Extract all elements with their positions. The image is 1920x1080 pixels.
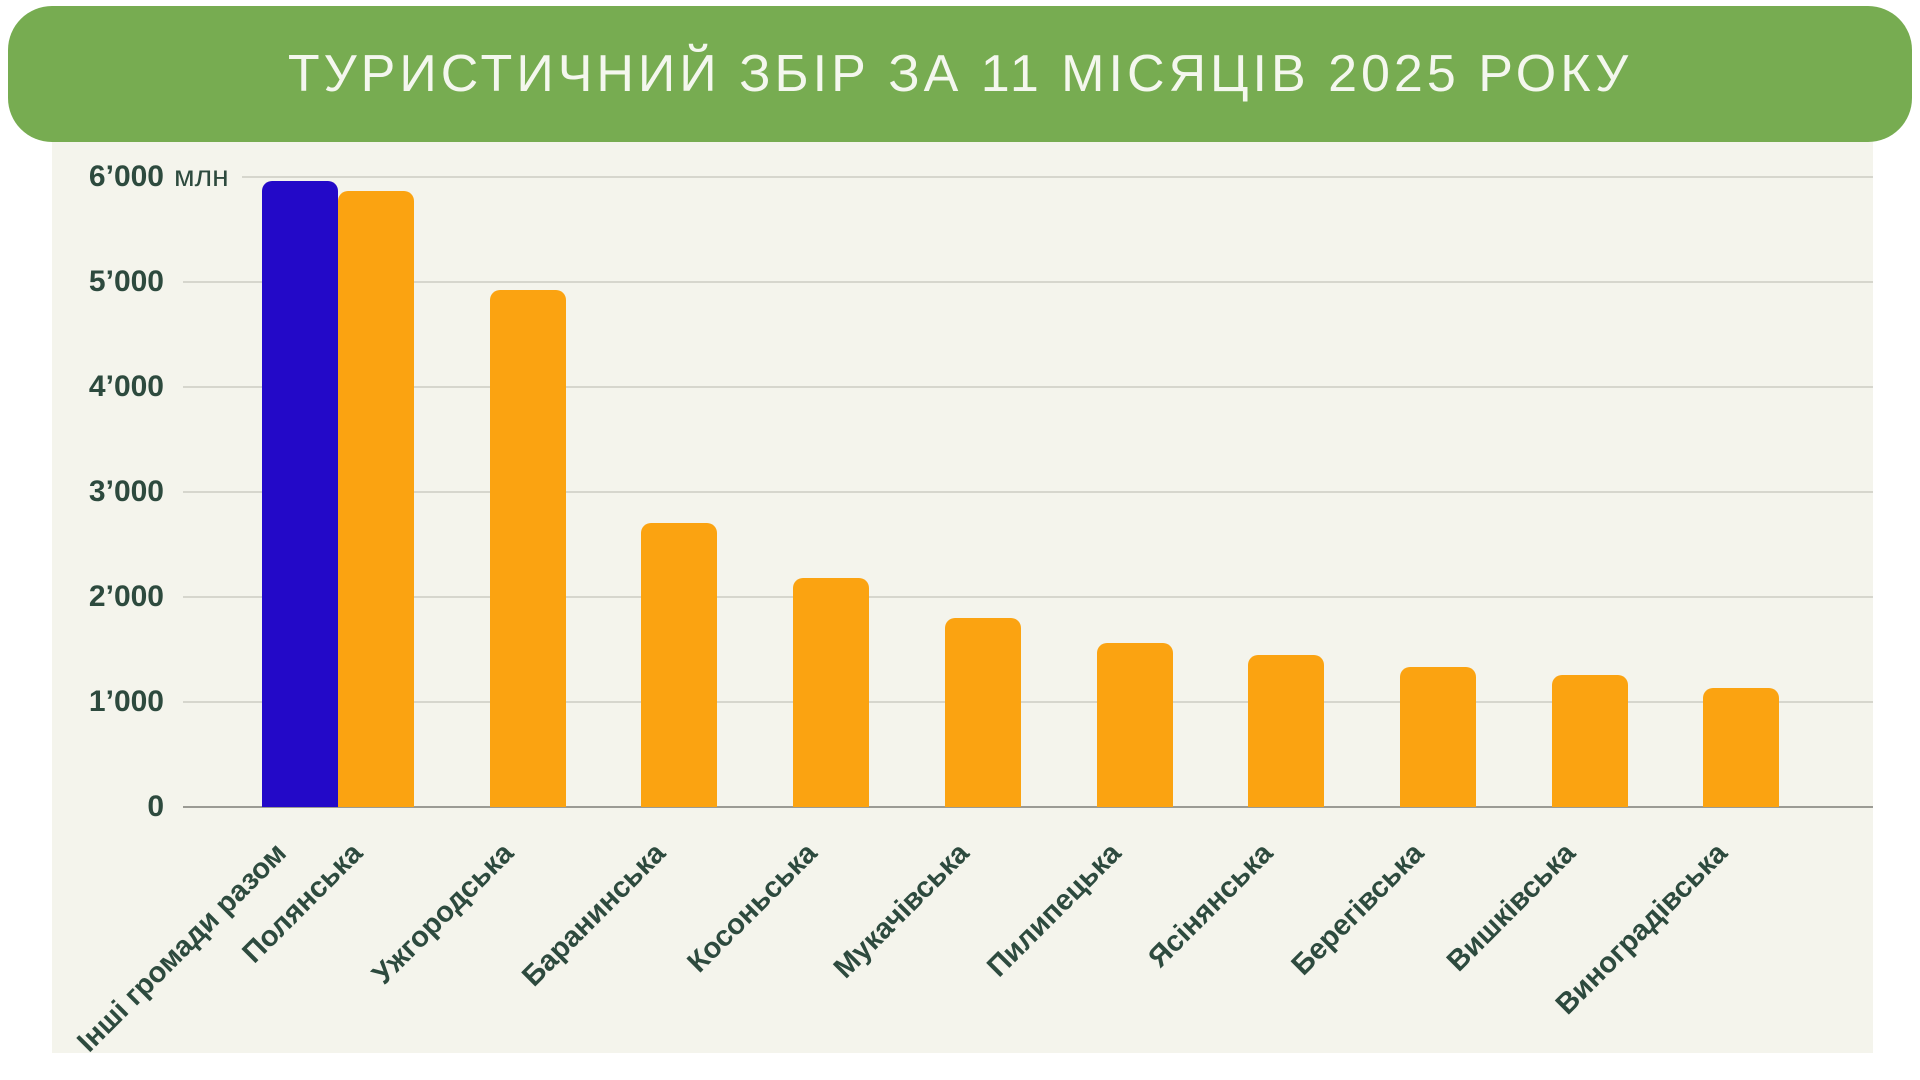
gridline-5000 (183, 281, 1873, 283)
x-tick-label-Вишківська: Вишківська (1441, 837, 1583, 978)
y-tick-label-2000: 2’000 (88, 580, 164, 613)
x-tick-label-Ясінянська: Ясінянська (1141, 837, 1279, 974)
bar-Інші громади разом (262, 181, 338, 807)
bar-Виноградівська (1703, 688, 1780, 807)
title-banner: ТУРИСТИЧНИЙ ЗБІР ЗА 11 МІСЯЦІВ 2025 РОКУ (8, 6, 1912, 142)
x-tick-label-Мукачівська: Мукачівська (827, 837, 976, 985)
x-tick-label-Ужгородська: Ужгородська (366, 837, 521, 991)
y-tick-label-3000: 3’000 (88, 475, 164, 508)
bar-Мукачівська (944, 618, 1021, 807)
bar-chart: 0 1’000 2’000 3’000 4’000 5’000 6’000 млн Інші … (52, 142, 1873, 1058)
y-tick-label-1000: 1’000 (88, 685, 164, 718)
y-tick-label-4000: 4’000 (88, 370, 164, 403)
chart-title: ТУРИСТИЧНИЙ ЗБІР ЗА 11 МІСЯЦІВ 2025 РОКУ (287, 45, 1633, 103)
bar-Косоньська (793, 578, 870, 807)
x-axis-baseline (183, 806, 1873, 808)
bar-Баранинська (641, 523, 718, 807)
x-tick-label-Пилипецька: Пилипецька (980, 837, 1128, 984)
y-tick-label-6000: 6’000 (88, 160, 164, 193)
gridline-2000 (183, 596, 1873, 598)
bar-Ясінянська (1248, 655, 1325, 807)
y-tick-label-0: 0 (147, 790, 164, 823)
bar-Ужгородська (489, 290, 566, 807)
bar-Пилипецька (1096, 643, 1173, 807)
x-tick-label-Баранинська: Баранинська (516, 837, 673, 993)
y-tick-label-5000: 5’000 (88, 265, 164, 298)
gridline-6000 (242, 176, 1873, 178)
gridline-3000 (183, 491, 1873, 493)
bar-Берегівська (1399, 667, 1476, 807)
x-tick-label-Косоньська: Косоньська (681, 837, 824, 980)
gridline-1000 (183, 701, 1873, 703)
y-axis-unit-label: млн (174, 160, 229, 193)
gridline-4000 (183, 386, 1873, 388)
x-tick-label-Берегівська: Берегівська (1285, 837, 1431, 982)
bar-Вишківська (1551, 675, 1628, 807)
bar-Полянська (338, 191, 414, 807)
